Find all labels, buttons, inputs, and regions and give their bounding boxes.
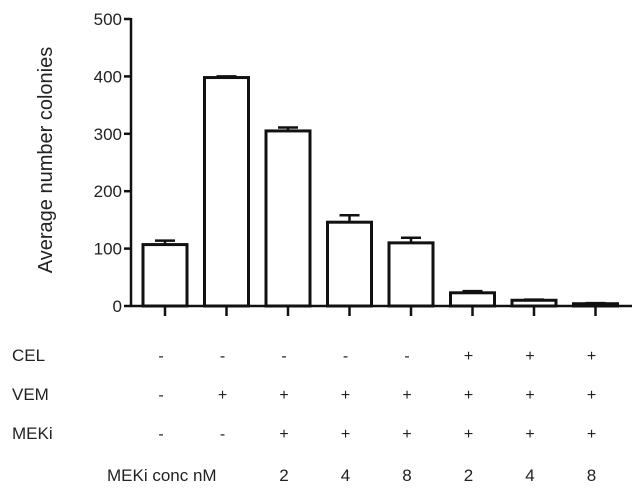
y-tick-label: 300 — [94, 125, 122, 144]
condition-cell: + — [525, 348, 534, 365]
condition-table: CEL - - - - - + + + VEM - + + + + + + + MEKi - - + + + + + + MEKi c… — [12, 346, 596, 485]
condition-row-label: VEM — [12, 385, 49, 404]
condition-row-label: CEL — [12, 346, 45, 365]
condition-cell: + — [525, 387, 534, 404]
conc-value: 8 — [587, 466, 596, 485]
condition-cell: + — [464, 426, 473, 443]
y-tick-label: 0 — [113, 297, 122, 316]
conc-value: 4 — [341, 466, 350, 485]
condition-cell: + — [464, 387, 473, 404]
condition-cell: - — [281, 348, 286, 365]
condition-cell: + — [587, 426, 596, 443]
condition-cell: - — [220, 426, 225, 443]
condition-cell: + — [279, 387, 288, 404]
bar — [203, 76, 250, 308]
condition-cell: - — [158, 426, 163, 443]
y-tick-label: 500 — [94, 10, 122, 29]
y-axis — [124, 17, 133, 308]
condition-cell: + — [464, 348, 473, 365]
condition-cell: + — [525, 426, 534, 443]
condition-cell: + — [279, 426, 288, 443]
condition-cell: + — [218, 387, 227, 404]
bar — [264, 129, 312, 308]
y-tick-label: 200 — [94, 182, 122, 201]
conc-value: 2 — [279, 466, 288, 485]
condition-cell: - — [343, 348, 348, 365]
conc-row-label: MEKi conc nM — [107, 466, 217, 485]
bar — [449, 291, 496, 308]
conc-value: 4 — [525, 466, 534, 485]
condition-cell: + — [402, 387, 411, 404]
condition-row-label: MEKi — [12, 424, 53, 443]
conc-value: 8 — [402, 466, 411, 485]
y-tick-labels: 0 100 200 300 400 500 — [94, 10, 122, 316]
bar — [326, 220, 373, 308]
condition-cell: + — [341, 426, 350, 443]
condition-cell: - — [220, 348, 225, 365]
condition-cell: - — [158, 348, 163, 365]
condition-cell: - — [158, 387, 163, 404]
condition-cell: + — [587, 387, 596, 404]
bar — [141, 243, 189, 308]
y-axis-title: Average number colonies — [35, 47, 57, 273]
condition-cell: + — [587, 348, 596, 365]
condition-cell: + — [402, 426, 411, 443]
bars — [141, 75, 619, 308]
condition-cell: - — [404, 348, 409, 365]
y-tick-label: 400 — [94, 67, 122, 86]
y-tick-label: 100 — [94, 240, 122, 259]
condition-cell: + — [341, 387, 350, 404]
x-axis — [130, 304, 632, 316]
conc-value: 2 — [464, 466, 473, 485]
bar — [387, 241, 435, 308]
